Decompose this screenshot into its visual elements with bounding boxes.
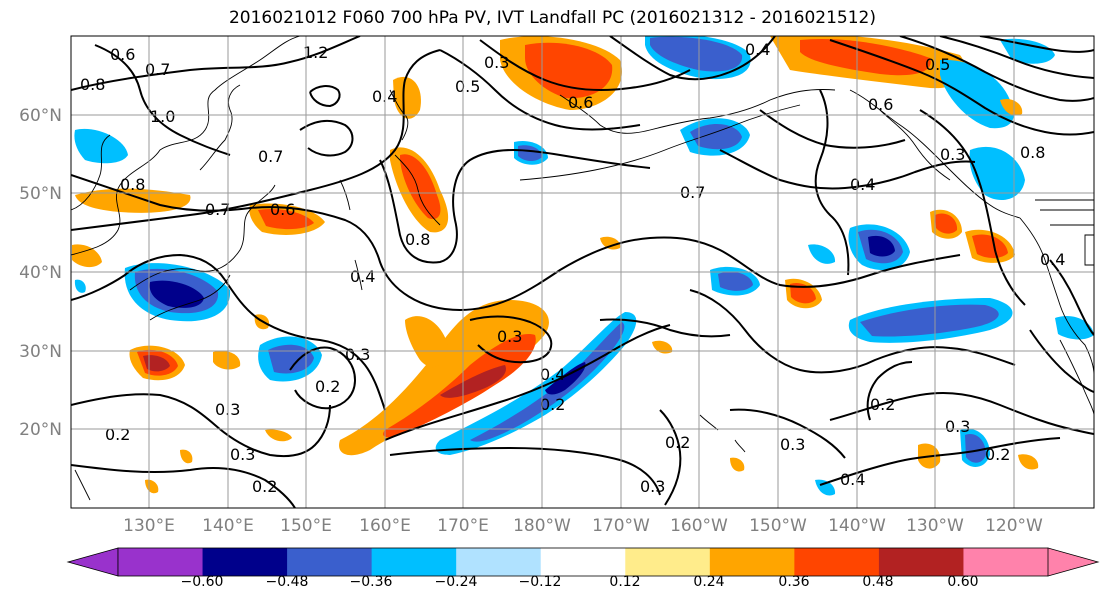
contour-label: 0.7 <box>258 147 283 166</box>
colorbar-border <box>117 547 1049 577</box>
contour-label: 0.4 <box>745 40 770 59</box>
lon-tick-label: 120°W <box>985 516 1043 536</box>
contour-label: 0.4 <box>1040 250 1065 269</box>
colorbar-extend-low <box>66 547 119 577</box>
contour-label: 0.7 <box>205 200 230 219</box>
contour-label: 0.8 <box>120 175 145 194</box>
colorbar-swatch <box>456 548 542 576</box>
contour-label: 0.8 <box>1020 143 1045 162</box>
contour-label: 0.2 <box>985 445 1010 464</box>
colorbar-tick-label: −0.60 <box>181 574 224 590</box>
contour-label: 0.6 <box>868 95 893 114</box>
lon-axis: 130°E 140°E 150°E 160°E 170°E 180°W 170°… <box>123 516 1043 536</box>
contour-label: 0.4 <box>540 365 565 384</box>
colorbar-tick-label: −0.48 <box>266 574 309 590</box>
contour-label: 0.7 <box>145 60 170 79</box>
contour-label: 0.3 <box>345 345 370 364</box>
contour-label: 1.2 <box>303 43 328 62</box>
colorbar-swatch <box>625 548 711 576</box>
lat-tick-label: 60°N <box>19 106 62 126</box>
colorbar-tick-label: 0.36 <box>778 574 809 590</box>
lat-tick-label: 30°N <box>19 342 62 362</box>
contour-label: 0.8 <box>405 230 430 249</box>
lon-tick-label: 180°W <box>513 516 571 536</box>
colorbar-tick-label: 0.12 <box>609 574 640 590</box>
contour-label: 0.2 <box>315 377 340 396</box>
colorbar-swatch <box>118 548 204 576</box>
colorbar-swatch <box>371 548 457 576</box>
colorbar-tick-label: −0.12 <box>519 574 562 590</box>
contour-label: 0.3 <box>940 145 965 164</box>
lon-tick-label: 130°E <box>123 516 175 536</box>
contour-label: 0.3 <box>640 477 665 496</box>
contour-label: 0.6 <box>110 45 135 64</box>
colorbar-swatch <box>287 548 373 576</box>
lon-tick-label: 150°E <box>280 516 332 536</box>
contour-label: 0.6 <box>270 200 295 219</box>
contour-label: 0.3 <box>484 53 509 72</box>
lon-tick-label: 130°W <box>906 516 964 536</box>
contour-label: 0.2 <box>870 395 895 414</box>
lon-tick-label: 140°E <box>202 516 254 536</box>
colorbar-swatch <box>963 548 1049 576</box>
colorbar-swatch <box>709 548 795 576</box>
lat-tick-label: 50°N <box>19 184 62 204</box>
colorbar-swatch <box>878 548 964 576</box>
contour-label: 0.6 <box>568 93 593 112</box>
contour-label: 0.5 <box>925 55 950 74</box>
graticule <box>71 36 1094 508</box>
colorbar-extend-high <box>1047 547 1100 577</box>
shading-layer <box>72 36 1094 496</box>
lon-tick-label: 170°E <box>437 516 489 536</box>
lat-axis: 60°N 50°N 40°N 30°N 20°N <box>19 106 62 440</box>
lon-tick-label: 150°W <box>749 516 807 536</box>
contour-label: 0.2 <box>252 477 277 496</box>
map-border <box>70 35 1095 509</box>
contour-label: 0.4 <box>350 267 375 286</box>
contour-label: 0.4 <box>840 470 865 489</box>
colorbar-tick-label: −0.36 <box>350 574 393 590</box>
lon-tick-label: 170°W <box>592 516 650 536</box>
colorbar-labels: −0.60 −0.48 −0.36 −0.24 −0.12 0.12 0.24 … <box>181 574 979 590</box>
colorbar-tick-label: −0.24 <box>435 574 478 590</box>
contour-label: 0.2 <box>105 425 130 444</box>
colorbar-tick-label: 0.60 <box>947 574 978 590</box>
contour-label: 0.3 <box>230 445 255 464</box>
colorbar-tick-label: 0.24 <box>693 574 724 590</box>
lat-tick-label: 20°N <box>19 420 62 440</box>
colorbar <box>66 547 1100 577</box>
contour-label: 0.2 <box>540 395 565 414</box>
contour-label: 0.2 <box>665 433 690 452</box>
map-title: 2016021012 F060 700 hPa PV, IVT Landfall… <box>228 8 876 28</box>
lon-tick-label: 160°E <box>359 516 411 536</box>
contour-label: 0.5 <box>455 77 480 96</box>
lat-tick-label: 40°N <box>19 263 62 283</box>
contour-label: 0.3 <box>945 417 970 436</box>
contour-label: 0.3 <box>780 435 805 454</box>
contour-label: 0.3 <box>497 327 522 346</box>
contour-label: 0.4 <box>850 175 875 194</box>
colorbar-tick-label: 0.48 <box>862 574 893 590</box>
contour-label: 1.0 <box>150 107 175 126</box>
colorbar-swatch <box>202 548 288 576</box>
colorbar-swatch <box>540 548 626 576</box>
lon-tick-label: 140°W <box>828 516 886 536</box>
contour-label: 0.8 <box>80 75 105 94</box>
contour-labels: 0.6 0.7 0.8 1.0 1.2 0.4 0.5 0.3 0.6 0.4 … <box>80 40 1065 496</box>
lon-tick-label: 160°W <box>670 516 728 536</box>
colorbar-swatch <box>794 548 880 576</box>
